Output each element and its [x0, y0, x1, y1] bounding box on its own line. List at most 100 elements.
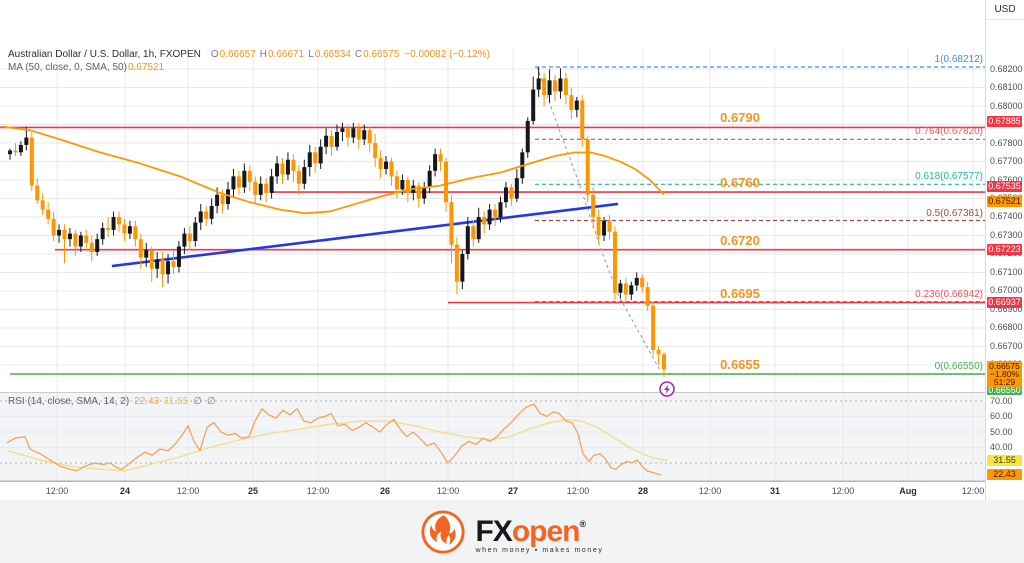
time-tick-label[interactable]: 12:00 [831, 486, 855, 496]
time-tick-label[interactable]: 12:00 [176, 486, 200, 496]
candle-body [634, 277, 639, 286]
registered-mark: ® [579, 518, 587, 529]
fib-level-label: 0(0.66550) [934, 361, 983, 372]
candle-body [525, 120, 530, 153]
price-tick-label: 0.67100 [990, 266, 1023, 277]
candle-body [215, 194, 220, 206]
trendline[interactable] [111, 202, 619, 268]
time-tick-label[interactable]: 12:00 [436, 486, 460, 496]
price-level-badge: 0.67885 [987, 116, 1022, 128]
rsi-line [6, 403, 662, 476]
candle-body [351, 128, 356, 138]
ma-indicator-label[interactable]: MA (50, close, 0, SMA, 50) [8, 62, 127, 73]
fib-level-label: 0.5(0.67381) [926, 207, 983, 219]
time-tick-label[interactable]: 24 [119, 486, 130, 496]
rsi-value: 22.43 [134, 396, 160, 407]
candle-body [373, 143, 378, 158]
time-tick-label[interactable]: 12:00 [45, 486, 69, 496]
candle-body [166, 261, 171, 275]
time-tick-label[interactable]: 27 [507, 486, 518, 496]
bar-countdown: 51:29 [993, 377, 1016, 387]
time-tick-label[interactable]: 12:00 [566, 486, 590, 496]
rsi-tick-label: 40.00 [990, 442, 1013, 452]
candle-body [623, 283, 628, 295]
time-tick-label[interactable]: 28 [637, 486, 648, 496]
candle-body [531, 89, 536, 121]
candle-body [302, 167, 307, 184]
candle-body [24, 137, 29, 145]
candle-body [187, 233, 192, 242]
candle-body [275, 163, 280, 177]
candle-body [111, 216, 116, 230]
currency-label[interactable]: USD [986, 4, 1024, 20]
candle-body [220, 194, 225, 205]
candle-body [18, 144, 23, 153]
rsi-sma-line [6, 418, 669, 472]
current-price-badge: 0.66575 −1.80% 51:29 [987, 361, 1022, 387]
candle-body [46, 209, 51, 219]
candle-body [329, 135, 334, 147]
candle-body [574, 100, 579, 110]
candle-body [487, 209, 492, 225]
candle-body [100, 228, 105, 240]
high-value: 0.66671 [268, 49, 305, 60]
candle-body [553, 80, 557, 92]
candle-body [236, 176, 241, 188]
rsi-tick-label: 60.00 [990, 411, 1013, 421]
candle-body [324, 135, 329, 147]
time-tick-label[interactable]: 31 [769, 486, 780, 496]
level-price-label: 0.6655 [720, 357, 760, 372]
time-tick-label[interactable]: 12:00 [306, 486, 330, 496]
fib-level-label: 1(0.68212) [934, 54, 983, 65]
candle-body [558, 78, 563, 92]
candle-body [629, 285, 634, 295]
price-tick-label: 0.66700 [990, 340, 1023, 351]
time-tick-label[interactable]: 25 [247, 486, 258, 496]
candle-body [258, 183, 263, 195]
candle-body [340, 128, 345, 133]
price-tick-label: 0.67800 [990, 137, 1023, 148]
close-label: C [354, 49, 363, 60]
brand-text: FXopen® when money ▪ makes money [475, 510, 603, 554]
price-level-badge: 0.66937 [987, 296, 1022, 308]
time-tick-label[interactable]: Aug [899, 486, 917, 496]
candle-body [356, 128, 361, 140]
time-tick-label[interactable]: 26 [379, 486, 390, 496]
close-value: 0.66575 [363, 49, 400, 60]
candle-body [193, 222, 198, 242]
current-price: 0.66575 [989, 361, 1020, 371]
chart-canvas [0, 48, 1024, 483]
candle-body [389, 161, 394, 177]
candle-body [253, 181, 258, 195]
candle-body [416, 185, 421, 199]
price-tick-label: 0.67000 [990, 285, 1023, 296]
candle-body [247, 170, 252, 182]
candle-body [569, 95, 574, 110]
candle-body [645, 287, 650, 306]
candle-body [362, 130, 367, 140]
brand-fx: FX [475, 514, 512, 548]
candle-body [596, 216, 601, 236]
ma50-line[interactable] [1, 125, 665, 215]
fib-level-label: 0.764(0.67820) [915, 126, 983, 138]
time-tick-label[interactable]: 12:00 [698, 486, 722, 496]
time-tick-label[interactable]: 12:00 [961, 486, 985, 496]
price-tick-label: 0.67700 [990, 156, 1023, 167]
rsi-tick-label: 50.00 [990, 426, 1013, 437]
chart-area[interactable]: Australian Dollar / U.S. Dollar, 1h, FXO… [0, 0, 1024, 500]
price-scale[interactable]: USD 0.66575 −1.80% 51:29 0.66550 0.68200… [985, 0, 1024, 500]
price-tick-label: 0.68100 [990, 82, 1023, 93]
candle-body [422, 187, 427, 199]
candle-body [493, 209, 498, 217]
candle-body [144, 250, 149, 258]
symbol-title[interactable]: Australian Dollar / U.S. Dollar, 1h, FXO… [8, 49, 201, 60]
rsi-band-value-2: ∅ [206, 396, 216, 407]
rsi-value-badge: 31.55 [987, 455, 1022, 467]
time-axis[interactable]: 12:00 24 12:00 25 12:00 26 12:00 27 12:00 28 12:00… [0, 482, 985, 500]
price-tick-label: 0.66900 [990, 303, 1023, 314]
candle-body [563, 78, 568, 96]
candle-body [149, 250, 154, 269]
candle-body [454, 244, 459, 282]
candle-body [547, 80, 552, 96]
rsi-indicator-label[interactable]: RSI (14, close, SMA, 14, 2) [8, 396, 130, 407]
